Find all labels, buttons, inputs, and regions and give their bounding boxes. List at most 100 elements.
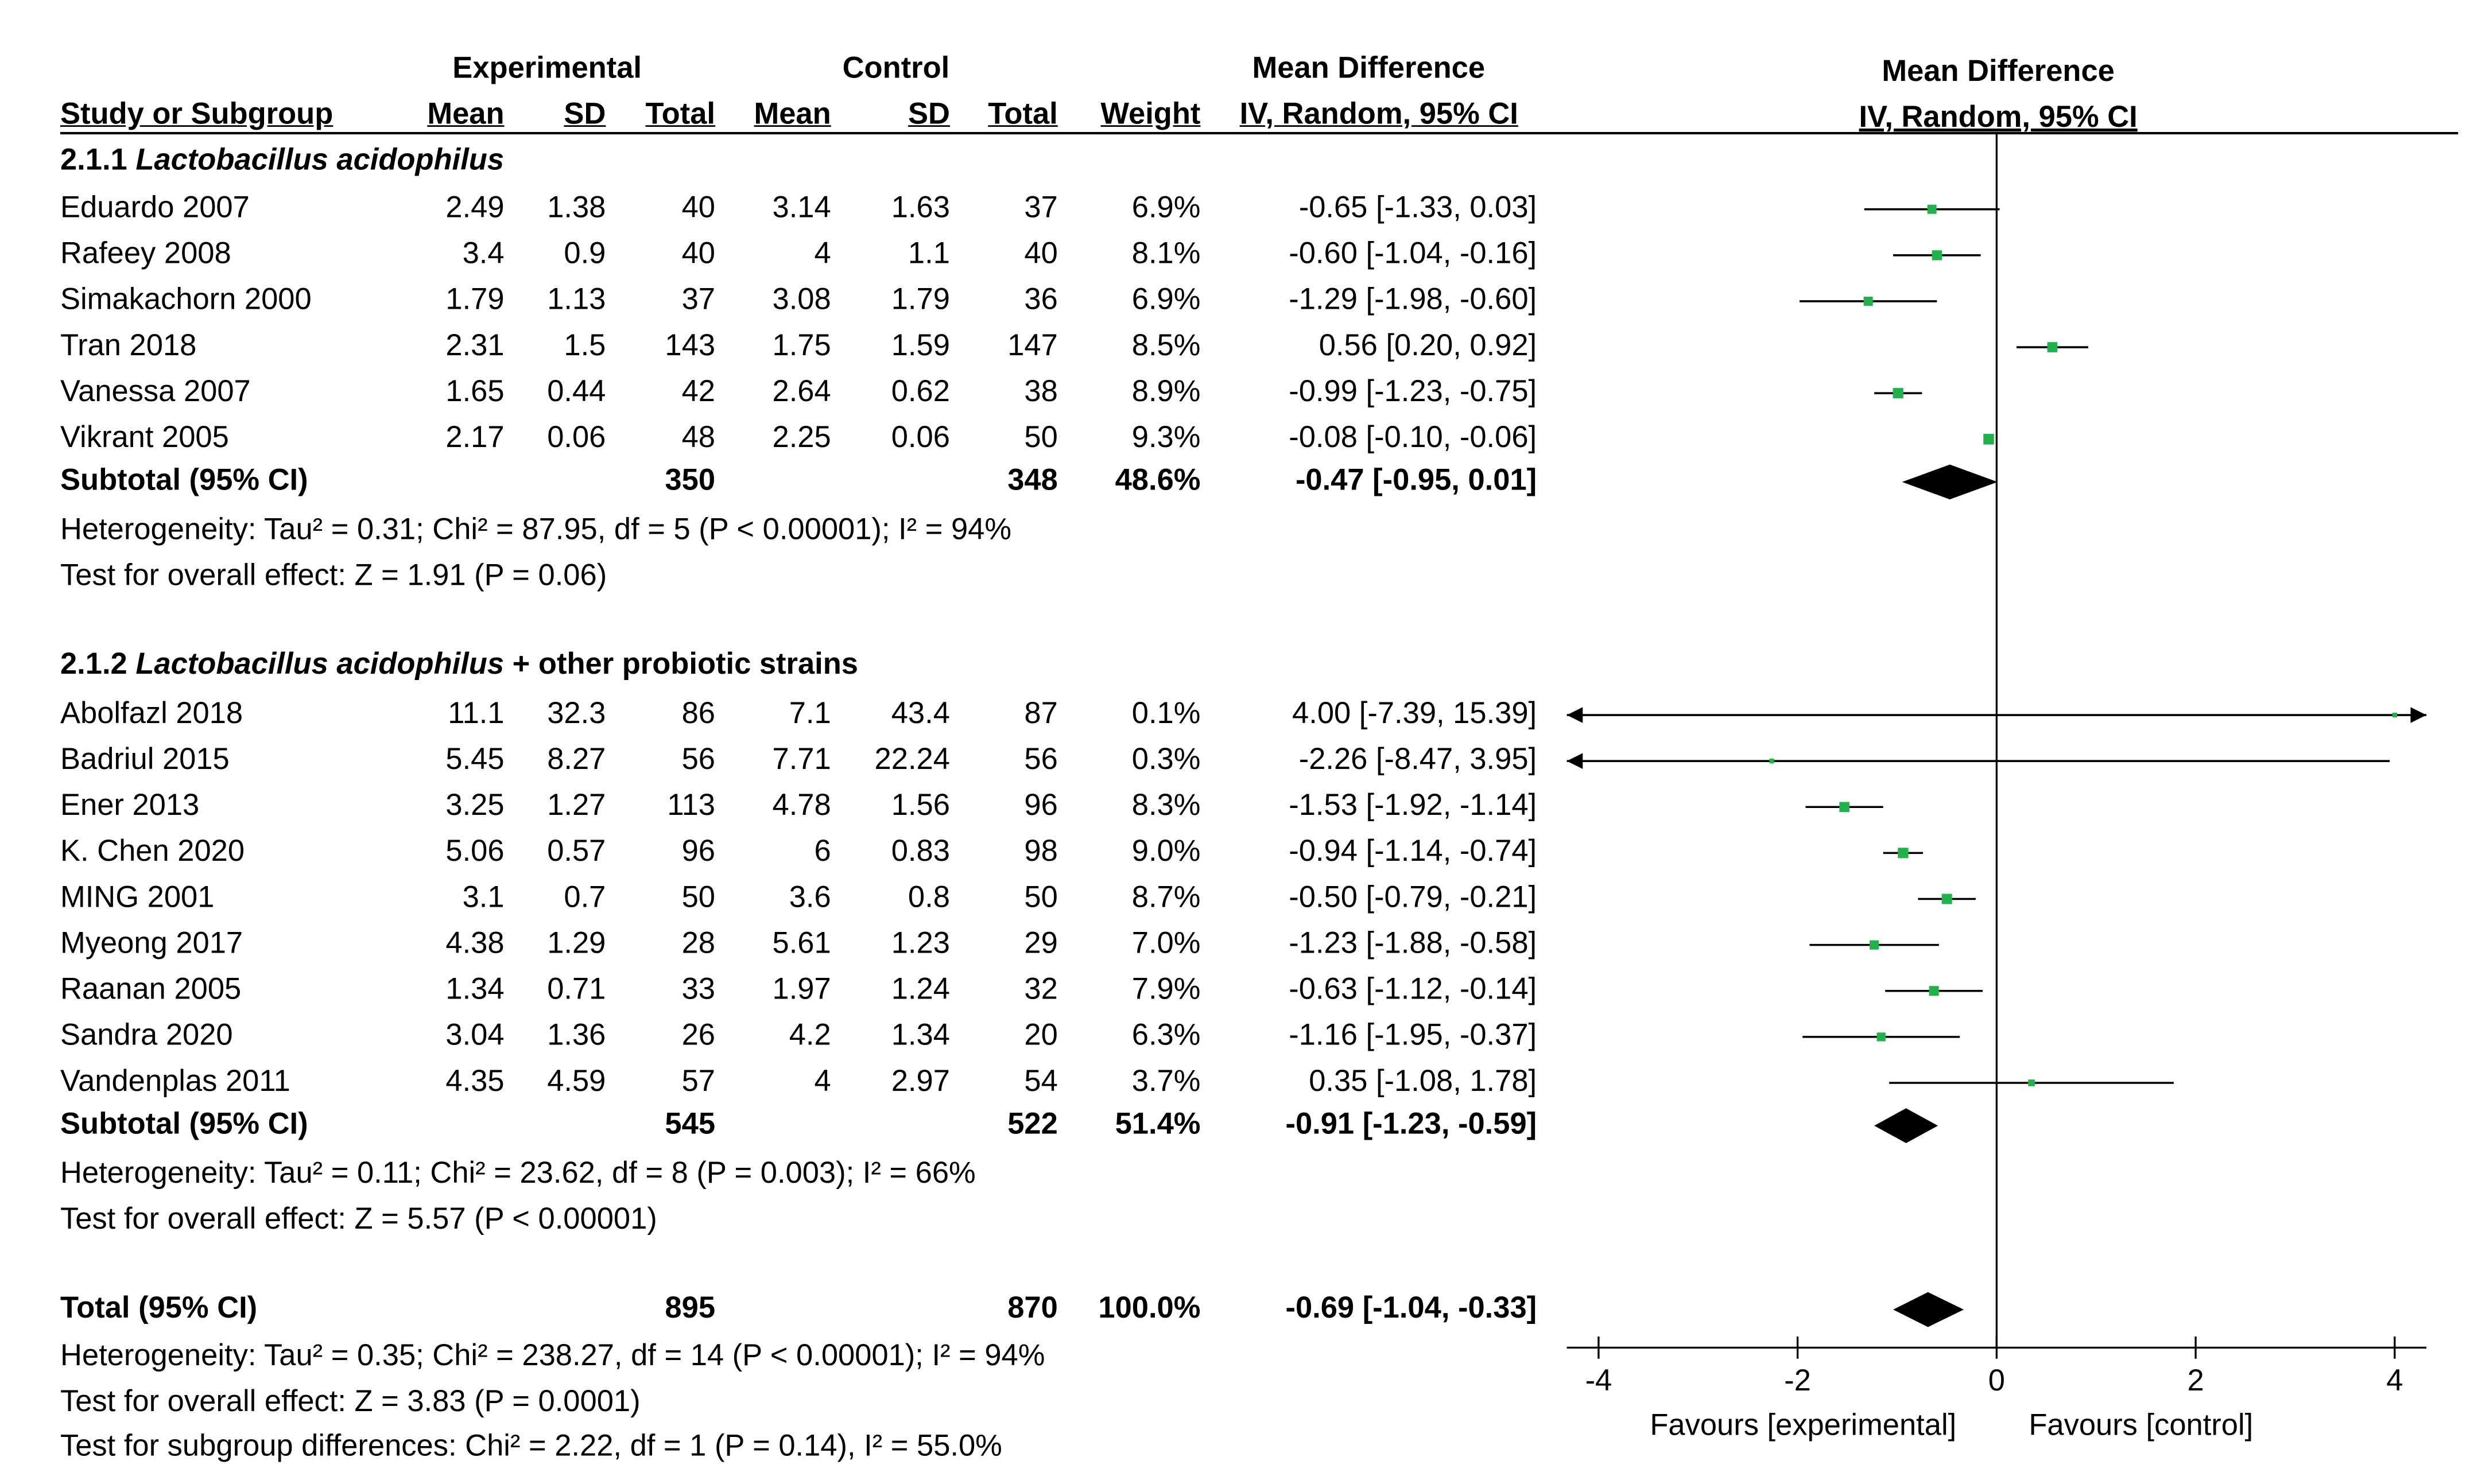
exp-sd: 0.57 [547, 835, 606, 869]
ctrl-total: 29 [1024, 927, 1058, 961]
ctrl-sd: 1.79 [891, 283, 950, 317]
exp-mean: 5.45 [445, 743, 505, 777]
ctrl-mean: 1.97 [772, 973, 831, 1007]
study-name: Eduardo 2007 [60, 192, 250, 226]
ctrl-mean: 7.71 [772, 743, 831, 777]
exp-total: 48 [681, 421, 716, 455]
subtotal-e-total: 545 [665, 1108, 716, 1142]
study-point [2028, 1079, 2035, 1086]
x-tick-label: -4 [1585, 1363, 1612, 1397]
subgroup-label-suffix: + other probiotic strains [504, 648, 859, 682]
exp-total-header: Total [645, 98, 716, 132]
ctrl-mean: 5.61 [772, 927, 831, 961]
mean-difference-ci: -1.29 [-1.98, -0.60] [1289, 283, 1537, 317]
exp-total: 33 [681, 973, 716, 1007]
ctrl-mean: 4.2 [789, 1019, 831, 1053]
weight: 8.5% [1131, 329, 1201, 363]
mean-difference-ci: -0.08 [-0.10, -0.06] [1289, 421, 1537, 455]
overall-effect-text: Test for overall effect: Z = 1.91 (P = 0… [60, 560, 607, 593]
subtotal-ci: -0.47 [-0.95, 0.01] [1295, 464, 1537, 498]
ctrl-total: 50 [1024, 881, 1058, 915]
weight: 7.9% [1131, 973, 1201, 1007]
study-name: Sandra 2020 [60, 1019, 233, 1053]
exp-total: 26 [681, 1019, 716, 1053]
ctrl-sd: 0.83 [891, 835, 950, 869]
exp-total: 37 [681, 283, 716, 317]
study-name: Simakachorn 2000 [60, 283, 312, 317]
weight: 6.9% [1131, 192, 1201, 226]
exp-sd: 8.27 [547, 743, 606, 777]
subgroup-difference-text: Test for subgroup differences: Chi² = 2.… [60, 1430, 1002, 1464]
study-name: Vikrant 2005 [60, 421, 229, 455]
study-point [1929, 986, 1939, 996]
ctrl-total: 96 [1024, 789, 1058, 823]
study-name: Vandenplas 2011 [60, 1065, 290, 1099]
ctrl-sd: 1.63 [891, 192, 950, 226]
mean-difference-ci: -1.16 [-1.95, -0.37] [1289, 1019, 1537, 1053]
exp-mean: 3.1 [462, 881, 505, 915]
experimental-header: Experimental [452, 52, 642, 86]
exp-sd: 1.27 [547, 789, 606, 823]
exp-mean: 1.34 [445, 973, 505, 1007]
exp-sd: 1.29 [547, 927, 606, 961]
exp-mean: 2.31 [445, 329, 505, 363]
study-name: Raanan 2005 [60, 973, 242, 1007]
mean-difference-ci: -0.60 [-1.04, -0.16] [1289, 238, 1537, 271]
ctrl-sd: 1.24 [891, 973, 950, 1007]
study-point [1839, 802, 1849, 813]
ctrl-total: 40 [1024, 238, 1058, 271]
x-tick-label: 0 [1988, 1363, 2005, 1397]
study-name: Tran 2018 [60, 329, 197, 363]
mean-difference-ci: 4.00 [-7.39, 15.39] [1292, 697, 1537, 731]
mean-difference-ci: -0.99 [-1.23, -0.75] [1289, 375, 1537, 409]
exp-total: 113 [667, 789, 716, 823]
ctrl-total: 37 [1024, 192, 1058, 226]
ctrl-total: 20 [1024, 1019, 1058, 1053]
exp-sd: 0.7 [564, 881, 606, 915]
exp-total: 96 [681, 835, 716, 869]
x-tick-label: 4 [2386, 1363, 2403, 1397]
exp-total: 40 [681, 192, 716, 226]
plot-title: Mean Difference [1882, 54, 2114, 88]
study-point [1863, 296, 1873, 306]
ctrl-sd: 1.59 [891, 329, 950, 363]
weight: 9.3% [1131, 421, 1201, 455]
mean-difference-ci: -0.50 [-0.79, -0.21] [1289, 881, 1537, 915]
weight: 0.1% [1131, 697, 1201, 731]
exp-sd: 4.59 [547, 1065, 606, 1099]
exp-total: 86 [681, 697, 716, 731]
exp-mean-header: Mean [427, 98, 505, 132]
subtotal-label: Subtotal (95% CI) [60, 1108, 308, 1142]
exp-mean: 3.4 [462, 238, 505, 271]
ctrl-mean: 1.75 [772, 329, 831, 363]
study-name: Myeong 2017 [60, 927, 243, 961]
ctrl-total: 56 [1024, 743, 1058, 777]
control-header: Control [842, 52, 950, 86]
exp-mean: 2.49 [445, 192, 505, 226]
exp-total: 50 [681, 881, 716, 915]
ctrl-sd: 22.24 [874, 743, 950, 777]
weight: 8.7% [1131, 881, 1201, 915]
ctrl-sd: 1.56 [891, 789, 950, 823]
ctrl-mean: 3.6 [789, 881, 831, 915]
summary-diamond [1893, 1292, 1964, 1327]
study-point [1932, 250, 1942, 261]
subtotal-c-total: 522 [1007, 1108, 1058, 1142]
subgroup-label-species: Lactobacillus acidophilus [135, 144, 505, 178]
ctrl-sd: 1.34 [891, 1019, 950, 1053]
ctrl-total: 54 [1024, 1065, 1058, 1099]
ctrl-mean-header: Mean [754, 98, 831, 132]
exp-mean: 4.35 [445, 1065, 505, 1099]
ctrl-mean: 6 [814, 835, 831, 869]
study-name: Ener 2013 [60, 789, 200, 823]
total-weight: 100.0% [1098, 1292, 1201, 1326]
overall-effect-text: Test for overall effect: Z = 5.57 (P < 0… [60, 1203, 657, 1237]
study-point [2392, 712, 2397, 718]
study-point [1893, 388, 1903, 399]
total-label: Total (95% CI) [60, 1292, 258, 1326]
exp-sd: 0.44 [547, 375, 606, 409]
ctrl-sd: 1.23 [891, 927, 950, 961]
subgroup-label: 2.1.1 Lactobacillus acidophilus [60, 144, 504, 179]
ctrl-total: 32 [1024, 973, 1058, 1007]
